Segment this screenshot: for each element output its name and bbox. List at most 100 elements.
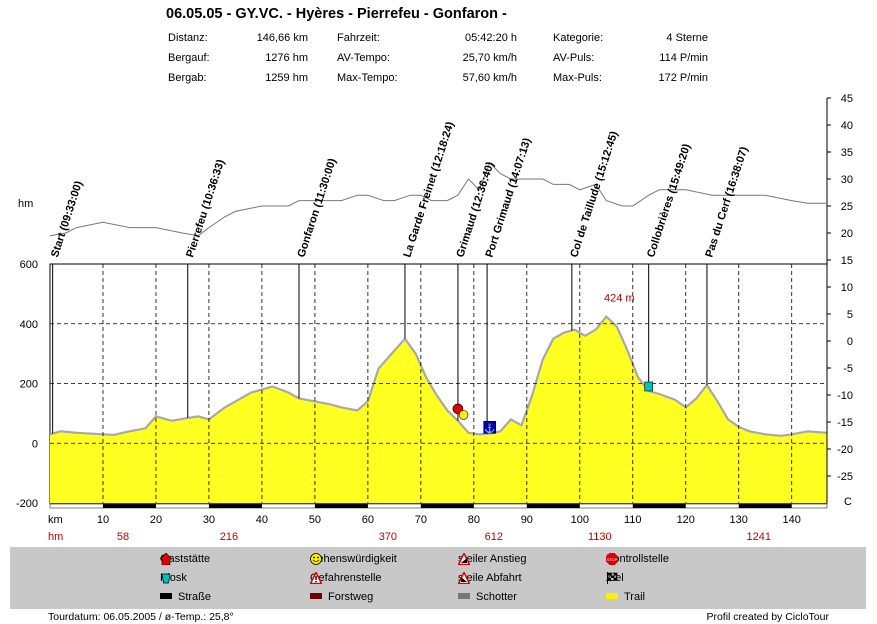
stat-value: 05:42:20 h	[465, 32, 517, 44]
surface-segment	[102, 504, 156, 508]
stat-value: 114 P/min	[659, 52, 708, 64]
x-tick-label: 40	[256, 514, 268, 526]
x-tick-label: 130	[730, 514, 748, 526]
surface-segment	[208, 504, 262, 508]
hm-row-value: 216	[220, 531, 238, 543]
stats-col-1-labels: Distanz: Bergauf: Bergab:	[168, 31, 228, 91]
hm-row-value: 1241	[746, 531, 770, 543]
stats-col-2-values: 05:42:20 h 25,70 km/h 57,60 km/h	[425, 31, 517, 91]
x-tick-label: 60	[362, 514, 374, 526]
page-title: 06.05.05 - GY.VC. - Hyères - Pierrefeu -…	[166, 6, 507, 22]
harbor-marker-glyph: ⚓	[484, 422, 495, 433]
x-tick-label: 100	[571, 514, 589, 526]
stat-value: 57,60 km/h	[462, 72, 517, 84]
stat-label: Max-Tempo:	[337, 72, 398, 84]
stop-sign-icon: STOP	[606, 553, 618, 565]
y-tick-label-right: -5	[843, 363, 853, 375]
legend-label: Forstweg	[328, 591, 374, 603]
waypoint-label: Pas du Cerf (16:38:07)	[703, 145, 750, 259]
y-tick-label-right: 0	[847, 336, 853, 348]
x-axis-unit: km	[48, 514, 63, 526]
danger-icon	[310, 572, 322, 584]
x-tick-label: 70	[415, 514, 427, 526]
legend-panel: Gaststätte Sehenswürdigkeit steiler Anst…	[10, 547, 866, 609]
sight-marker-icon	[458, 410, 469, 420]
waypoint-label: Start (09:33:00)	[49, 179, 85, 259]
gravel-swatch	[458, 593, 470, 599]
legend-label: Straße	[178, 591, 212, 603]
legend-label: steile Abfahrt	[458, 572, 522, 584]
stat-label: AV-Puls:	[553, 52, 595, 64]
legend-item: Trail	[606, 591, 645, 603]
legend-label: Trail	[624, 591, 645, 603]
x-tick-label: 90	[521, 514, 533, 526]
stat-label: Bergab:	[168, 72, 207, 84]
y-tick-label-right: -25	[837, 471, 853, 483]
waypoint-label: Gonfaron (11:30:00)	[295, 157, 338, 259]
y-tick-label-left: 400	[20, 319, 38, 331]
y-tick-label-right: 10	[841, 282, 853, 294]
y-tick-label-right: 20	[841, 228, 853, 240]
y-tick-label-left: 200	[20, 379, 38, 391]
steep-climb-icon	[458, 553, 470, 565]
legend-label: steiler Anstieg	[458, 553, 527, 565]
legend-item: Gefahrenstelle	[310, 572, 382, 584]
legend-item: Schotter	[458, 591, 517, 603]
stats-col-2-labels: Fahrzeit: AV-Tempo: Max-Tempo:	[337, 31, 417, 91]
y-tick-label-left: 600	[20, 259, 38, 271]
stats-col-1-values: 146,66 km 1276 hm 1259 hm	[228, 31, 308, 91]
surface-segment	[632, 504, 686, 508]
y-tick-label-right: 35	[841, 147, 853, 159]
steep-descent-icon	[458, 572, 470, 584]
y-tick-label-right: 25	[841, 201, 853, 213]
stats-col-3-labels: Kategorie: AV-Puls: Max-Puls:	[553, 31, 633, 91]
footer-credit: Profil created by CicloTour	[706, 611, 829, 623]
kiosk-marker-icon	[644, 381, 653, 392]
hm-row-unit: hm	[48, 531, 63, 543]
stat-label: Bergauf:	[168, 52, 210, 64]
legend-label: Gaststätte	[160, 553, 211, 565]
legend-item: Ziel	[606, 572, 624, 584]
harbor-marker-icon	[483, 420, 497, 434]
stat-label: Fahrzeit:	[337, 32, 380, 44]
y-tick-label-right: 30	[841, 174, 853, 186]
legend-item: STOP Kontrollstelle	[606, 553, 669, 565]
y-tick-label-right: 15	[841, 255, 853, 267]
y-axis-unit-left: hm	[18, 198, 33, 210]
stats-col-3-values: 4 Sterne 114 P/min 172 P/min	[620, 31, 708, 91]
waypoint-label: Collobrières (15:49:20)	[645, 142, 693, 259]
footer-tour-date: Tourdatum: 06.05.2005 / ø-Temp.: 25,8°	[48, 611, 234, 623]
legend-label: Schotter	[476, 591, 517, 603]
x-tick-label: 110	[624, 514, 642, 526]
y-tick-label-left: 0	[32, 438, 38, 450]
legend-item: Forstweg	[310, 591, 373, 603]
surface-segment	[738, 504, 792, 508]
legend-label: Sehenswürdigkeit	[310, 553, 397, 565]
temperature-unit: C	[844, 496, 852, 508]
stat-value: 1259 hm	[265, 72, 308, 84]
road-swatch	[160, 593, 172, 599]
waypoint-label: Col de Taillude (15:12:45)	[568, 130, 620, 259]
legend-item: Gaststätte	[160, 553, 210, 565]
waypoint-label: Port Grimaud (14:07:13)	[484, 136, 534, 259]
y-tick-label-right: 40	[841, 120, 853, 132]
temperature-line	[49, 161, 827, 237]
trail-swatch	[606, 593, 618, 599]
y-tick-label-right: 45	[841, 93, 853, 105]
house-icon	[160, 553, 172, 565]
x-tick-label: 140	[783, 514, 801, 526]
x-tick-label: 50	[309, 514, 321, 526]
waypoint-label: Pierrefeu (10:36:33)	[184, 158, 227, 259]
surface-segment	[314, 504, 368, 508]
stat-value: 146,66 km	[256, 32, 308, 44]
legend-label: Gefahrenstelle	[310, 572, 382, 584]
surface-segment	[420, 504, 474, 508]
hm-row-value: 1130	[588, 531, 612, 543]
x-tick-label: 10	[97, 514, 109, 526]
hm-row-value: 612	[485, 531, 503, 543]
y-tick-label-right: -20	[837, 444, 853, 456]
stat-value: 25,70 km/h	[462, 52, 517, 64]
stat-value: 172 P/min	[658, 72, 708, 84]
x-tick-label: 20	[150, 514, 162, 526]
svg-text:STOP: STOP	[607, 557, 618, 562]
